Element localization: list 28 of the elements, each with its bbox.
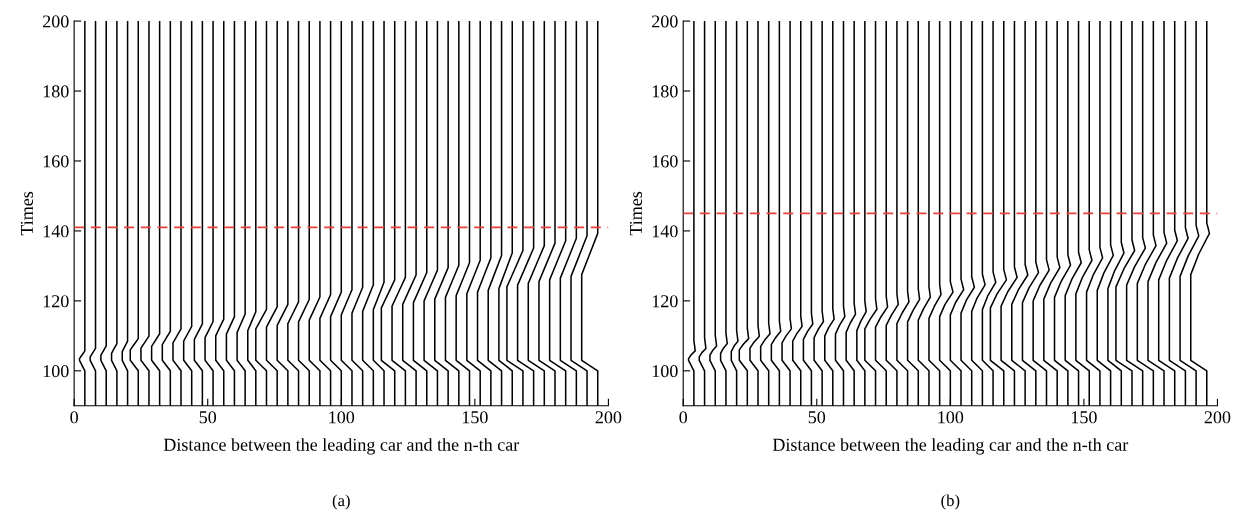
x-tick-label: 200 <box>1204 411 1231 424</box>
y-tick-label: 140 <box>43 225 69 238</box>
text: (a) <box>332 494 350 510</box>
x-axis-title: Distance between the leading car and the n-th car <box>163 438 520 455</box>
y-tick-label: 100 <box>43 365 69 378</box>
y-tick-label: 200 <box>43 15 69 28</box>
y-tick-label: 160 <box>652 155 678 168</box>
y-tick-label: 180 <box>43 85 69 98</box>
y-axis-title: Times <box>20 191 33 236</box>
y-axis-title: Times <box>629 191 643 236</box>
y-tick-label: 140 <box>652 225 678 238</box>
x-tick-label: 200 <box>595 411 622 424</box>
x-tick-label: 150 <box>462 411 488 424</box>
y-tick-label: 120 <box>652 295 678 308</box>
text: (b) <box>941 494 960 510</box>
x-tick-label: 100 <box>329 411 355 424</box>
x-tick-label: 0 <box>679 411 688 424</box>
x-tick-label: 50 <box>199 411 217 424</box>
y-tick-label: 180 <box>652 85 678 98</box>
x-tick-label: 150 <box>1071 411 1097 424</box>
y-tick-label: 100 <box>652 365 678 378</box>
y-tick-label: 120 <box>43 295 69 308</box>
x-tick-label: 100 <box>938 411 964 424</box>
x-tick-label: 0 <box>70 411 78 424</box>
x-tick-label: 50 <box>808 411 826 424</box>
x-axis-title: Distance between the leading car and the n-th car <box>772 438 1129 455</box>
y-tick-label: 160 <box>43 155 69 168</box>
y-tick-label: 200 <box>652 15 678 28</box>
